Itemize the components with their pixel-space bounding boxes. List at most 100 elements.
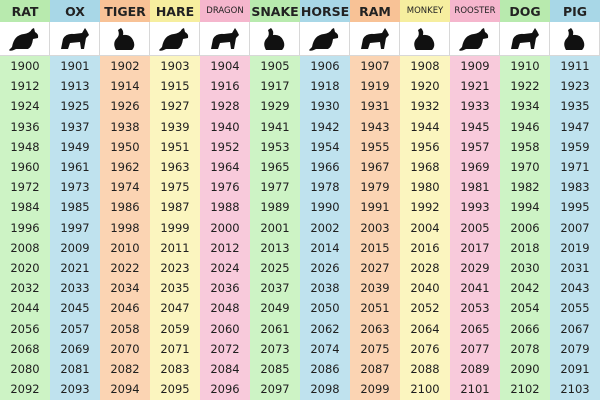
animal-silhouette: [308, 27, 338, 51]
year-cell: 2000: [210, 220, 240, 235]
year-cell: 2082: [110, 362, 140, 377]
silhouette-shape: [510, 27, 539, 49]
year-cell: 2068: [10, 341, 40, 356]
year-cell: 1930: [310, 99, 340, 114]
year-cell: 1905: [260, 59, 290, 74]
year-cell: 1940: [210, 119, 240, 134]
year-cell: 2047: [160, 301, 190, 316]
animal-icon: [500, 22, 550, 56]
year-cell: 2101: [460, 382, 490, 397]
year-cell: 2006: [510, 220, 540, 235]
year-cell: 2034: [110, 281, 140, 296]
year-cell: 1922: [510, 79, 540, 94]
animal-icon: [250, 22, 300, 56]
year-cell: 1964: [210, 160, 240, 175]
year-cell: 2103: [560, 382, 590, 397]
year-cell: 1965: [260, 160, 290, 175]
year-cell: 2097: [260, 382, 290, 397]
year-cell: 1913: [60, 79, 90, 94]
year-cell: 1920: [410, 79, 440, 94]
year-cell: 2045: [60, 301, 90, 316]
year-cell: 2095: [160, 382, 190, 397]
year-cell: 2032: [10, 281, 40, 296]
year-cell: 1902: [110, 59, 140, 74]
year-cell: 1942: [310, 119, 340, 134]
year-cell: 1924: [10, 99, 40, 114]
year-cell: 1921: [460, 79, 490, 94]
year-cell: 1910: [510, 59, 540, 74]
year-cell: 2013: [260, 240, 290, 255]
column-header: DOG: [500, 0, 550, 22]
animal-silhouette: [210, 27, 239, 49]
year-cell: 2088: [410, 362, 440, 377]
year-cell: 2084: [210, 362, 240, 377]
column-header: OX: [50, 0, 100, 22]
silhouette-shape: [563, 27, 584, 50]
year-cell: 1928: [210, 99, 240, 114]
column-header: RAM: [350, 0, 400, 22]
year-cell: 2040: [410, 281, 440, 296]
year-cell: 1967: [360, 160, 390, 175]
year-cell: 1994: [510, 200, 540, 215]
year-cell: 1979: [360, 180, 390, 195]
year-cell: 1923: [560, 79, 590, 94]
year-cell: 1939: [160, 119, 190, 134]
year-cell: 1907: [360, 59, 390, 74]
animal-icon: [150, 22, 200, 56]
year-cell: 1997: [60, 220, 90, 235]
year-cell: 2014: [310, 240, 340, 255]
year-cell: 1912: [10, 79, 40, 94]
silhouette-shape: [263, 27, 284, 50]
year-cell: 1955: [360, 139, 390, 154]
year-cell: 2091: [560, 362, 590, 377]
year-cell: 2059: [160, 321, 190, 336]
year-cell: 2083: [160, 362, 190, 377]
year-cell: 1925: [60, 99, 90, 114]
year-cell: 1943: [360, 119, 390, 134]
year-cell: 2023: [160, 261, 190, 276]
year-cell: 1919: [360, 79, 390, 94]
year-cell: 1918: [310, 79, 340, 94]
year-cell: 1901: [60, 59, 90, 74]
column-body: [200, 56, 250, 400]
column-header: HARE: [150, 0, 200, 22]
year-cell: 2085: [260, 362, 290, 377]
year-cell: 1991: [360, 200, 390, 215]
column-body: [350, 56, 400, 400]
year-cell: 2011: [160, 240, 190, 255]
year-cell: 1933: [460, 99, 490, 114]
year-cell: 1945: [460, 119, 490, 134]
year-cell: 1927: [160, 99, 190, 114]
year-cell: 1944: [410, 119, 440, 134]
animal-silhouette: [563, 27, 584, 50]
year-cell: 1954: [310, 139, 340, 154]
year-cell: 2051: [360, 301, 390, 316]
year-cell: 1998: [110, 220, 140, 235]
year-cell: 1937: [60, 119, 90, 134]
year-cell: 1958: [510, 139, 540, 154]
year-cell: 2061: [260, 321, 290, 336]
year-cell: 2062: [310, 321, 340, 336]
year-cell: 2007: [560, 220, 590, 235]
year-cell: 1995: [560, 200, 590, 215]
animal-silhouette: [413, 27, 434, 50]
year-cell: 1914: [110, 79, 140, 94]
silhouette-shape: [308, 27, 338, 51]
year-cell: 2033: [60, 281, 90, 296]
year-cell: 2042: [510, 281, 540, 296]
year-cell: 2025: [260, 261, 290, 276]
year-cell: 2090: [510, 362, 540, 377]
year-cell: 1989: [260, 200, 290, 215]
year-cell: 1948: [10, 139, 40, 154]
year-cell: 2087: [360, 362, 390, 377]
year-cell: 2037: [260, 281, 290, 296]
year-cell: 2076: [410, 341, 440, 356]
year-cell: 2004: [410, 220, 440, 235]
year-cell: 1984: [10, 200, 40, 215]
year-cell: 2080: [10, 362, 40, 377]
year-cell: 2102: [510, 382, 540, 397]
year-cell: 2075: [360, 341, 390, 356]
year-cell: 1988: [210, 200, 240, 215]
silhouette-shape: [8, 27, 38, 51]
